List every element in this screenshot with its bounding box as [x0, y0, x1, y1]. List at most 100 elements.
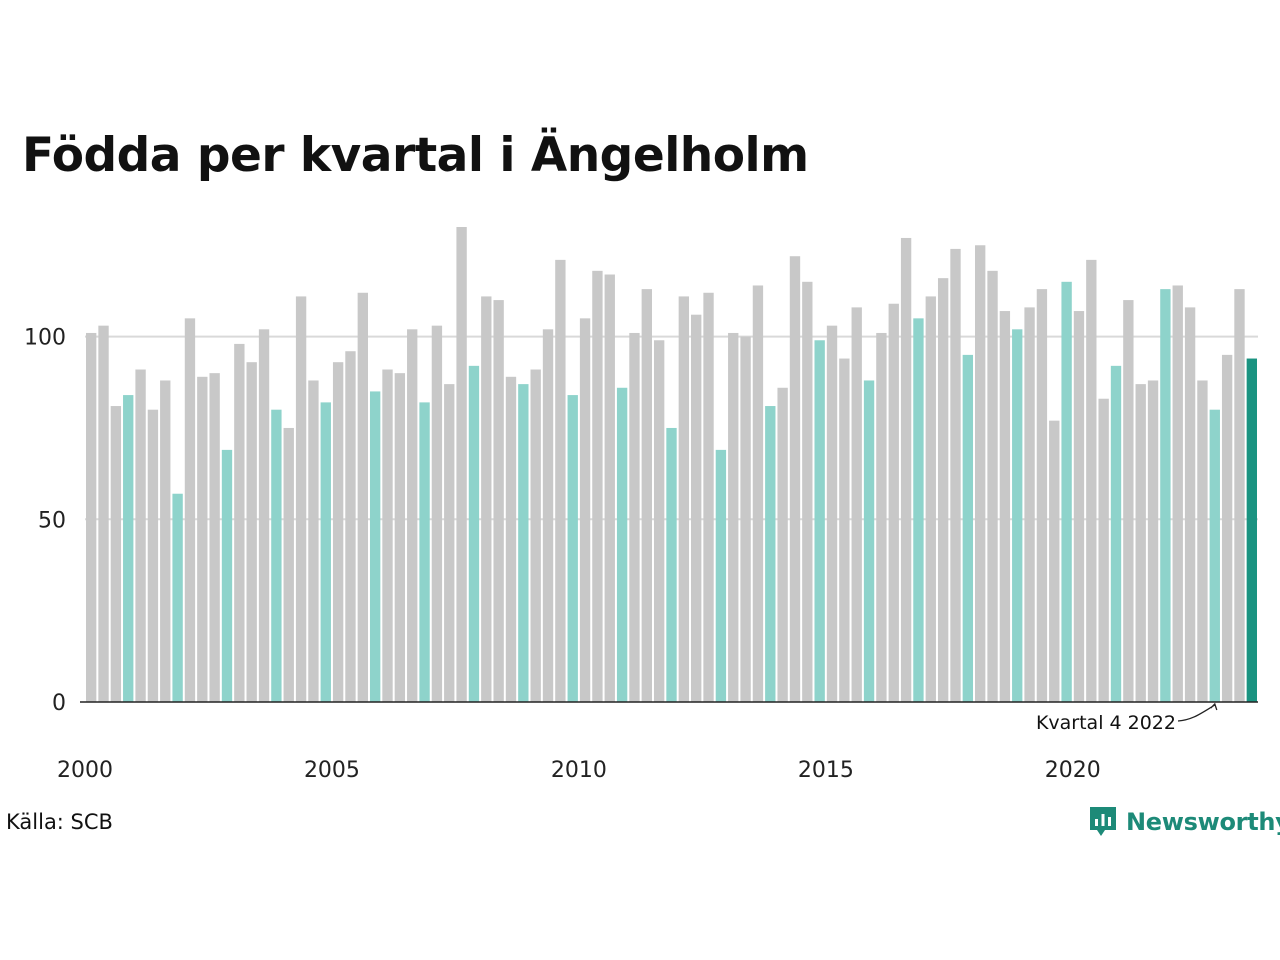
bar-2015-q1: [826, 325, 838, 702]
bar-2014-q3: [802, 281, 813, 702]
annotation-arrow: [1177, 702, 1218, 722]
bar-2008-q2: [493, 300, 504, 702]
annotation: Kvartal 4 2022: [1036, 702, 1218, 734]
bar-2013-q2: [740, 336, 751, 702]
bar-2000-q1: [86, 332, 97, 702]
bar-2011-q3: [653, 340, 665, 702]
x-tick-label: 2020: [1045, 758, 1101, 783]
bar-2020-q3: [1098, 398, 1109, 702]
x-tick-label: 2010: [551, 758, 607, 783]
bar-2007-q2: [444, 384, 455, 702]
bar-2003-q1: [234, 343, 245, 702]
bar-2010-q1: [579, 318, 591, 702]
bar-2013-q4: [765, 406, 776, 702]
bar-2000-q3: [110, 406, 122, 702]
bar-2016-q1: [876, 332, 887, 702]
bar-2003-q2: [246, 362, 257, 702]
bar-2015-q2: [839, 358, 850, 702]
source-note: Källa: SCB: [6, 810, 113, 834]
bar-2019-q4: [1061, 281, 1072, 702]
chart-title: Födda per kvartal i Ängelholm: [22, 128, 809, 183]
bar-2003-q4: [271, 409, 282, 702]
brand-name: Newsworthy: [1126, 808, 1280, 836]
bar-2014-q2: [789, 256, 801, 702]
bar-2013-q1: [728, 332, 739, 702]
bar-2016-q2: [888, 303, 899, 702]
bar-2020-q2: [1086, 259, 1097, 702]
bar-2017-q1: [925, 296, 936, 702]
bar-2015-q4: [863, 380, 875, 702]
bar-2004-q2: [295, 296, 307, 702]
annotation-label: Kvartal 4 2022: [1036, 712, 1176, 734]
bar-2011-q2: [641, 289, 652, 702]
bar-2016-q4: [913, 318, 924, 702]
bar-2008-q1: [481, 296, 492, 702]
bar-2019-q3: [1049, 420, 1060, 702]
bar-2014-q4: [814, 340, 825, 702]
bar-2009-q4: [567, 395, 578, 702]
bar-2007-q4: [468, 365, 480, 702]
bar-2002-q1: [184, 318, 196, 702]
bar-2006-q1: [382, 369, 393, 702]
bar-2017-q3: [950, 248, 961, 703]
bar-2008-q3: [505, 376, 517, 702]
x-tick-label: 2015: [798, 758, 854, 783]
bar-2009-q3: [555, 259, 566, 702]
bar-2000-q2: [98, 325, 109, 702]
bar-2009-q2: [542, 329, 554, 702]
y-tick-label: 50: [38, 508, 66, 533]
bar-2016-q3: [900, 237, 912, 702]
bar-2010-q4: [616, 387, 628, 702]
bar-2009-q1: [530, 369, 541, 702]
y-tick-label: 100: [24, 326, 66, 351]
bar-2004-q4: [320, 402, 331, 702]
x-tick-label: 2000: [57, 758, 113, 783]
bar-2011-q4: [666, 427, 677, 702]
bar-2023-q2: [1234, 289, 1245, 702]
y-tick-label: 0: [52, 691, 66, 716]
bar-2012-q2: [691, 314, 702, 702]
bar-chart: 0 50 100 2000 2005 2010 2015 2020 Kvartal 4 20…: [24, 227, 1258, 783]
bar-2001-q3: [160, 380, 171, 702]
bar-2001-q4: [172, 493, 183, 702]
newsworthy-logo-icon: [1090, 807, 1116, 836]
bars: [86, 227, 1257, 703]
bar-2023-q1: [1221, 354, 1233, 702]
bar-2020-q4: [1110, 365, 1122, 702]
bar-2017-q4: [962, 354, 974, 702]
bar-2011-q1: [629, 332, 640, 702]
bar-2018-q2: [987, 270, 998, 702]
bar-2013-q3: [752, 285, 764, 702]
bar-2012-q4: [715, 449, 727, 702]
bar-2012-q3: [703, 292, 714, 702]
bar-2002-q4: [221, 449, 233, 702]
bar-2020-q1: [1073, 311, 1085, 702]
bar-2019-q2: [1036, 289, 1048, 702]
bar-2002-q2: [197, 376, 208, 702]
bar-2005-q4: [369, 391, 381, 702]
bar-2022-q2: [1184, 307, 1196, 702]
bar-2005-q2: [345, 351, 356, 702]
bar-2018-q4: [1012, 329, 1023, 702]
brand-logo: Newsworthy: [1088, 804, 1280, 840]
bar-2001-q1: [135, 369, 146, 702]
bar-2008-q4: [518, 384, 529, 702]
bar-2022-q1: [1172, 285, 1183, 702]
bar-2012-q1: [678, 296, 690, 702]
bar-2002-q3: [209, 373, 220, 702]
bar-2004-q3: [308, 380, 319, 702]
bar-2006-q4: [419, 402, 430, 702]
bar-2010-q2: [592, 270, 603, 702]
bar-2006-q2: [394, 373, 406, 702]
bar-2006-q3: [407, 329, 418, 702]
bar-2014-q1: [777, 387, 788, 702]
bar-2018-q1: [975, 245, 986, 702]
bar-2004-q1: [283, 427, 294, 702]
y-tick-labels: 0 50 100: [24, 326, 66, 716]
bar-2005-q1: [332, 362, 344, 702]
bar-2010-q3: [604, 274, 615, 702]
bar-2021-q2: [1135, 384, 1146, 702]
bar-2003-q3: [258, 329, 270, 702]
x-tick-labels: 2000 2005 2010 2015 2020: [57, 758, 1101, 783]
bar-2021-q4: [1160, 289, 1171, 702]
